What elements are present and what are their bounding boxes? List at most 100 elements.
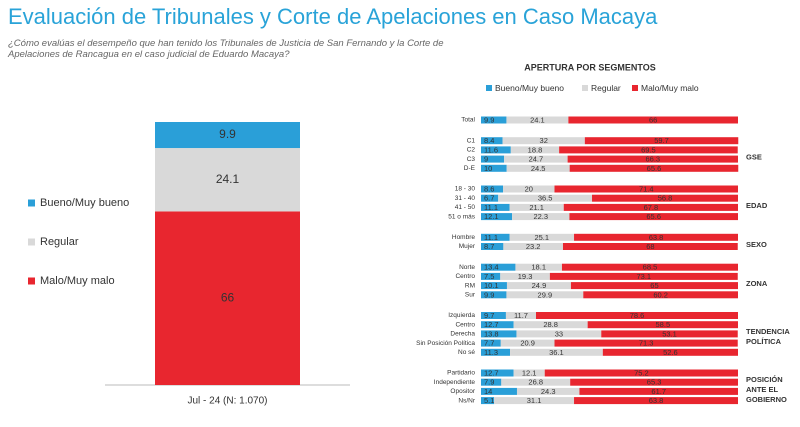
bar-segment (481, 137, 503, 145)
group-label: POLÍTICA (746, 337, 782, 346)
bar-segment (568, 116, 738, 124)
value-label: 9.7 (484, 311, 494, 320)
value-label: 36.5 (538, 194, 553, 203)
bar-segment (570, 378, 738, 386)
value-label: 20 (525, 184, 533, 193)
category-label: 18 - 30 (455, 186, 476, 193)
group-label: GOBIERNO (746, 395, 787, 404)
bar-segment (155, 148, 300, 212)
bar-segment (504, 155, 568, 163)
value-label: 68.5 (643, 263, 658, 272)
value-label: 25.1 (534, 233, 549, 242)
bar-segment (561, 263, 738, 271)
bar-segment (574, 233, 738, 241)
category-label: Izquierda (448, 312, 475, 319)
bar-segment (500, 272, 550, 280)
value-label: 63.8 (649, 396, 664, 405)
category-label: Derecha (450, 331, 475, 338)
subtitle: ¿Cómo evalúas el desempeño que han tenid… (8, 38, 444, 60)
bar-segment (601, 330, 738, 338)
value-label: 12.7 (484, 320, 499, 329)
bar-segment (481, 378, 502, 386)
value-label: 20.9 (520, 339, 535, 348)
legend-label: Regular (40, 236, 79, 248)
value-label: 36.1 (549, 348, 564, 357)
value-label: 12.7 (484, 368, 499, 377)
bar-segment (506, 291, 584, 299)
bar-segment (509, 233, 575, 241)
value-label: 67.8 (644, 203, 659, 212)
bar-segment (481, 397, 495, 405)
value-label: 9.9 (484, 290, 494, 299)
value-label: 11.1 (484, 233, 498, 242)
bar-segment (567, 155, 738, 163)
value-label: 61.7 (651, 387, 666, 396)
bar-segment (554, 339, 738, 347)
category-label: Independiente (434, 379, 476, 386)
value-label: 65.3 (647, 378, 662, 387)
value-label: 9 (484, 155, 488, 164)
category-label: Mujer (459, 243, 476, 250)
group-label: TENDENCIA (746, 327, 790, 336)
legend-swatch (28, 238, 35, 246)
value-label: 12.1 (522, 368, 537, 377)
value-label: 22.3 (533, 212, 548, 221)
bar-segment (592, 194, 738, 202)
legend-label: Malo/Muy malo (40, 275, 115, 287)
bar-segment (481, 203, 510, 211)
bar-segment (503, 243, 563, 250)
bar-segment (579, 387, 738, 395)
value-label: 65.6 (646, 212, 661, 221)
value-label: 11.1 (484, 203, 498, 212)
category-label: 51 o más (448, 213, 475, 220)
category-label: C3 (467, 156, 476, 163)
value-label: 12.1 (484, 212, 499, 221)
value-label: 52.6 (663, 348, 678, 357)
group-label: GSE (746, 152, 762, 161)
legend-label: Bueno/Muy bueno (40, 197, 129, 209)
bar-segment (583, 291, 738, 299)
bar-segment (562, 243, 738, 250)
bar-segment (574, 397, 738, 405)
bar-segment (481, 116, 507, 124)
category-label: Opositor (450, 388, 475, 395)
bar-segment (587, 321, 738, 329)
value-label: 24.3 (541, 387, 556, 396)
value-label: 71.4 (639, 184, 654, 193)
category-label: 41 - 50 (455, 204, 476, 211)
category-label: No sé (458, 349, 475, 356)
value-label: 11.7 (514, 311, 528, 320)
group-label: POSICIÓN (746, 375, 783, 384)
bar-segment (512, 213, 570, 221)
bar-segment (506, 282, 571, 290)
value-label: 7.5 (484, 272, 494, 281)
bar-segment (481, 263, 516, 271)
value-label: 75.2 (634, 368, 649, 377)
value-label: 11.6 (484, 145, 498, 154)
value-label: 13.4 (484, 263, 499, 272)
bar-segment (481, 330, 517, 338)
category-label: Centro (455, 273, 475, 280)
value-label: 13.8 (484, 329, 499, 338)
bar-segment (535, 312, 738, 319)
value-label: 33 (555, 329, 563, 338)
value-label: 32 (540, 136, 548, 145)
category-label: Partidario (447, 370, 475, 377)
bar-segment (554, 185, 738, 193)
value-label: 8.7 (484, 242, 494, 251)
bar-segment (506, 164, 570, 172)
category-label: D-E (464, 165, 476, 172)
value-label: 31.1 (527, 396, 542, 405)
bar-segment (481, 339, 501, 347)
value-label: 8.4 (484, 136, 494, 145)
bar-segment (481, 282, 507, 290)
bar-segment (481, 146, 511, 154)
legend-label: Regular (591, 83, 621, 93)
category-label: Sur (465, 292, 476, 299)
legend-swatch (28, 199, 35, 207)
bar-segment (513, 369, 545, 377)
bar-segment (481, 213, 513, 221)
group-label: ZONA (746, 279, 768, 288)
bar-segment (510, 348, 603, 356)
